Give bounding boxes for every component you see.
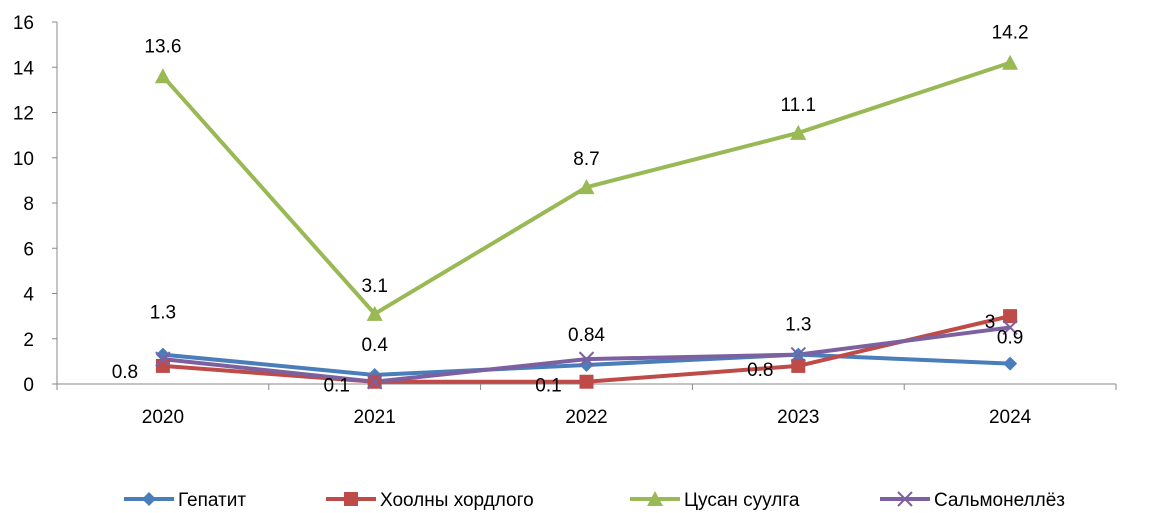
data-point-marker bbox=[790, 124, 807, 140]
data-label: 1.3 bbox=[150, 303, 176, 324]
data-label: 13.6 bbox=[144, 36, 181, 57]
data-point-marker bbox=[578, 351, 595, 367]
data-label: 1.3 bbox=[785, 315, 811, 336]
legend-marker bbox=[344, 492, 358, 506]
data-point-marker bbox=[1002, 319, 1018, 336]
legend-label: Цусан суулга bbox=[684, 490, 800, 511]
legend-item-2: Хоолны хордлого bbox=[326, 490, 534, 511]
x-tick-label: 2020 bbox=[142, 407, 184, 428]
legend-label: Сальмонеллёз bbox=[934, 490, 1065, 511]
legend-marker bbox=[142, 492, 156, 506]
y-tick-label: 8 bbox=[23, 194, 34, 215]
legend-item-3: Цусан суулга bbox=[630, 490, 800, 511]
x-tick-label: 2021 bbox=[354, 407, 396, 428]
data-label: 0.84 bbox=[568, 325, 605, 346]
data-point-marker bbox=[366, 374, 383, 390]
data-point-marker bbox=[366, 305, 383, 321]
data-label: 8.7 bbox=[573, 149, 599, 170]
data-label: 0.9 bbox=[997, 328, 1023, 349]
legend-item-1: Гепатит bbox=[124, 490, 246, 511]
data-point-marker bbox=[155, 351, 171, 367]
data-point-marker bbox=[790, 346, 807, 363]
data-label: 3 bbox=[985, 312, 996, 333]
data-label: 0.4 bbox=[361, 335, 388, 356]
data-label: 3.1 bbox=[361, 276, 387, 297]
data-label: 0.8 bbox=[112, 362, 138, 383]
y-tick-label: 4 bbox=[23, 285, 34, 306]
legend-marker bbox=[897, 491, 913, 507]
data-point-marker bbox=[579, 374, 594, 389]
y-tick-label: 16 bbox=[13, 13, 34, 34]
data-point-marker bbox=[155, 347, 170, 362]
axes: 0 2 4 6 8 10 12 14 16 2020 2021 2022 2023 2024 bbox=[13, 13, 1117, 428]
data-label: 14.2 bbox=[992, 23, 1029, 44]
data-point-marker bbox=[578, 179, 595, 195]
data-label: 0.1 bbox=[323, 376, 349, 397]
y-tick-label: 14 bbox=[13, 58, 35, 79]
data-labels: 1.3 0.4 0.84 1.3 0.9 0.8 0.1 0.1 0.8 3 13.6 3.1 8.7 1… bbox=[112, 23, 1029, 397]
data-label: 0.8 bbox=[747, 360, 773, 381]
series-markers bbox=[154, 54, 1019, 390]
data-point-marker bbox=[1003, 356, 1018, 371]
x-tick-label: 2023 bbox=[777, 407, 819, 428]
legend-label: Хоолны хордлого bbox=[380, 490, 534, 511]
y-tick-label: 10 bbox=[13, 149, 34, 170]
data-label: 11.1 bbox=[781, 95, 817, 116]
data-point-marker bbox=[154, 68, 171, 84]
x-tick-label: 2022 bbox=[565, 407, 607, 428]
data-label: 0.1 bbox=[535, 376, 561, 397]
data-point-marker bbox=[155, 358, 170, 373]
y-tick-label: 0 bbox=[23, 375, 34, 396]
legend: Гепатит Хоолны хордлого Цусан суулга Сальмо… bbox=[124, 490, 1065, 511]
x-tick-label: 2024 bbox=[989, 407, 1032, 428]
y-tick-label: 12 bbox=[13, 104, 34, 125]
data-point-marker bbox=[1002, 54, 1019, 70]
data-point-marker bbox=[1003, 309, 1018, 324]
y-tick-label: 2 bbox=[23, 330, 34, 351]
legend-label: Гепатит bbox=[178, 490, 246, 511]
y-tick-label: 6 bbox=[23, 239, 34, 260]
data-point-marker bbox=[791, 358, 806, 373]
legend-marker bbox=[647, 491, 663, 506]
legend-item-4: Сальмонеллёз bbox=[880, 490, 1065, 511]
